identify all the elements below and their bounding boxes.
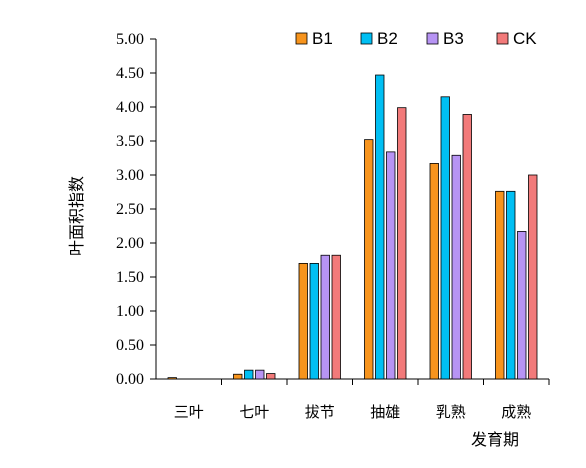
bar-b2 [309, 262, 319, 380]
legend-label-b3: B3 [443, 29, 464, 48]
legend: B1 B2 B3 CK [295, 29, 537, 48]
y-tick-label: 0.00 [116, 371, 144, 388]
y-tick-label: 2.00 [116, 235, 144, 252]
plot-area: 0.00 0.50 1.00 1.50 2.00 2.50 3.00 3.50 4.00 4.50… [116, 31, 550, 421]
legend-label-b2: B2 [377, 29, 398, 48]
x-category-label: 抽雄 [370, 403, 400, 421]
bar-b3 [320, 254, 330, 380]
y-tick-label: 1.00 [116, 303, 144, 320]
legend-swatch-b1 [295, 32, 308, 45]
x-category-label: 三叶 [174, 403, 204, 421]
x-axis-title: 发育期 [471, 430, 519, 449]
bar-b3 [451, 154, 461, 380]
y-tick-label: 0.50 [116, 337, 144, 354]
bar-b1 [167, 377, 177, 380]
bar-ck [462, 114, 472, 380]
bar-b2 [375, 74, 385, 380]
bar-b1 [495, 190, 505, 380]
bar-ck [397, 107, 407, 380]
legend-swatch-b2 [360, 32, 373, 45]
bar-b3 [517, 231, 527, 380]
y-axis-title: 叶面积指数 [67, 176, 86, 256]
y-tick-label: 4.00 [116, 99, 144, 116]
bar-ck [528, 174, 538, 380]
y-tick-label: 3.50 [116, 133, 144, 150]
y-tick-label: 3.00 [116, 167, 144, 184]
x-category-label: 七叶 [239, 403, 269, 421]
bar-b3 [255, 369, 265, 380]
legend-label-ck: CK [513, 29, 537, 48]
legend-label-b1: B1 [312, 29, 333, 48]
bar-b2 [506, 190, 516, 380]
y-tick-label: 4.50 [116, 65, 144, 82]
bar-b1 [364, 139, 374, 380]
bar-b1 [429, 163, 439, 380]
bar-b3 [386, 151, 396, 380]
y-tick-label: 5.00 [116, 31, 144, 48]
bar-b2 [244, 369, 254, 380]
bar-ck [331, 254, 341, 380]
y-tick-label: 2.50 [116, 201, 144, 218]
bar-b1 [233, 373, 243, 380]
bar-b1 [298, 262, 308, 380]
x-category-label: 乳熟 [436, 403, 466, 421]
x-category-label: 成熟 [501, 403, 531, 421]
bar-b2 [440, 96, 450, 380]
bar-ck [266, 373, 276, 380]
legend-swatch-ck [496, 32, 509, 45]
x-category-label: 拔节 [305, 403, 335, 421]
y-tick-label: 1.50 [116, 269, 144, 286]
legend-swatch-b3 [426, 32, 439, 45]
